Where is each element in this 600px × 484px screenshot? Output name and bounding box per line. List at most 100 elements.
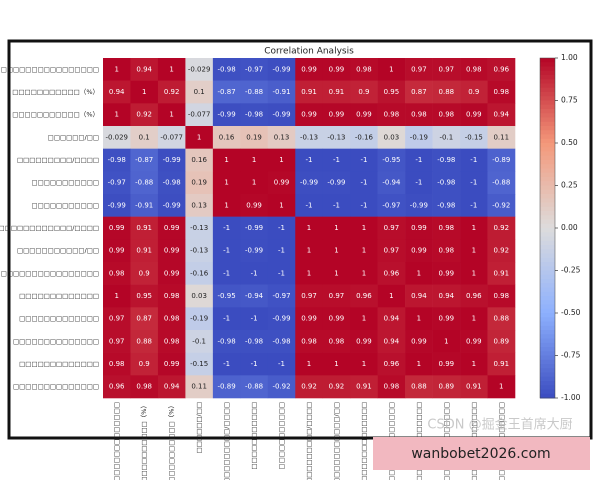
heatmap-cell [295,352,324,376]
heatmap-cell [212,171,241,195]
heatmap-cell [185,352,214,376]
heatmap-cell [157,375,186,399]
heatmap-cell [322,194,351,217]
x-tick-label: □□□□□□□□□□□□□□□□ [113,402,121,480]
cell-label: 0.98 [493,292,509,300]
cell-label: 0.11 [493,133,509,141]
cell-label: -0.98 [108,156,126,164]
colorbar-segment [540,198,555,203]
cell-label: 0.99 [356,337,372,345]
heatmap-cell [130,262,159,285]
heatmap-cell [432,126,461,149]
heatmap-cell [377,375,406,399]
heatmap-cell [377,126,406,149]
heatmap-cell [432,103,461,127]
heatmap-cell [103,80,131,104]
cell-label: 0.99 [301,65,317,73]
heatmap-cell [103,58,131,81]
heatmap-cell [322,103,351,127]
cell-label: -0.13 [300,133,318,141]
cell-label: 1 [307,269,311,277]
cell-label: 0.98 [164,337,180,345]
heatmap-cell [487,284,516,308]
heatmap-cell [322,148,351,172]
heatmap-cell [267,80,296,104]
heatmap-cell [405,216,433,240]
cell-label: 1 [362,247,366,255]
cell-label: -0.94 [245,292,264,300]
colorbar-segment [540,266,555,271]
heatmap-cell [185,171,214,195]
y-tick-label: □□□□□□□□□□□ [31,179,99,187]
heatmap-cell [157,284,186,308]
colorbar-segment [540,287,555,293]
cell-label: 0.03 [191,292,207,300]
heatmap-cell [460,171,488,195]
colorbar-segment [540,393,555,399]
heatmap-cell [460,330,488,353]
heatmap-cell [185,262,214,285]
cell-label: -0.029 [188,65,211,73]
heatmap-cell [350,352,378,376]
colorbar-segment [540,240,555,246]
cell-label: -0.077 [160,133,183,141]
cell-label: 0.92 [329,383,345,391]
heatmap-cell [157,103,186,127]
cell-label: 1 [362,224,366,232]
heatmap-cell [212,194,241,217]
heatmap-cell [212,216,241,240]
heatmap-cell [157,239,186,263]
cell-label: 0.99 [164,360,180,368]
heatmap-cell [350,262,378,285]
colorbar-segment [540,236,555,242]
heatmap-cell [405,284,433,308]
cell-label: 0.99 [439,360,455,368]
cell-label: -1 [278,224,285,232]
watermark: CSDN @掘金王首席大厨 [427,417,572,433]
cell-label: -0.98 [437,179,455,187]
colorbar-segment [540,168,555,174]
x-tick-label: □□□□□□□□□□□□/□□□□ [305,402,313,480]
heatmap-cell [240,330,269,353]
heatmap-cell [212,239,241,263]
heatmap-cell [460,58,488,81]
cell-label: 0.92 [493,224,509,232]
cell-label: 0.96 [356,292,372,300]
colorbar-segment [540,181,555,186]
heatmap-cell [295,126,324,149]
cell-label: 0.87 [136,315,152,323]
colorbar-segment [540,189,555,195]
cell-label: 0.98 [493,88,509,96]
cell-label: 0.96 [384,360,400,368]
heatmap-cell [350,126,378,149]
cell-label: 0.16 [191,156,207,164]
heatmap-cell [185,80,214,104]
cell-label: 0.99 [411,247,427,255]
colorbar-segment [540,215,555,220]
heatmap-cell [130,216,159,240]
cell-label: -0.029 [105,133,128,141]
cell-label: -1 [360,156,367,164]
cell-label: 1 [334,224,338,232]
cell-label: -1 [415,179,422,187]
colorbar-segment [540,317,555,322]
cell-label: 1 [142,88,146,96]
colorbar-segment [540,126,555,131]
heatmap-cell [185,148,214,172]
cell-label: 0.91 [136,247,152,255]
y-tick-label: □□□□□□□□□□□□/□□□□ [0,224,99,232]
cell-label: 0.99 [109,247,125,255]
cell-label: 1 [334,360,338,368]
cell-label: -0.13 [190,224,208,232]
cell-label: -1 [360,179,367,187]
colorbar-tick-label: 0.50 [561,138,578,147]
heatmap-cell [295,330,324,353]
colorbar-segment [540,355,555,361]
heatmap-cell [405,126,433,149]
heatmap-cell [460,103,488,127]
cell-label: -0.92 [492,201,510,209]
heatmap-cell [103,216,131,240]
heatmap-cell [405,239,433,263]
heatmap-cell [212,148,241,172]
